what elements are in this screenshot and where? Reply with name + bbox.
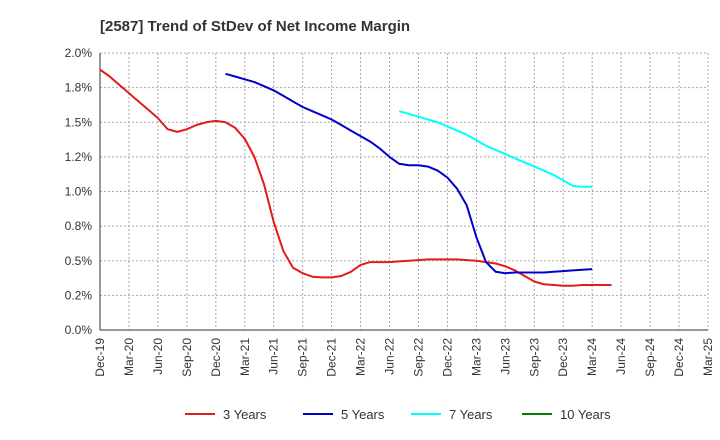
series-group xyxy=(99,68,612,287)
x-tick-label: Jun-21 xyxy=(267,338,281,375)
y-axis: 0.0% 0.2% 0.5% 0.8% 1.0% 1.2% 1.5% 1.8% 2.0% xyxy=(65,46,101,337)
x-tick-label: Mar-24 xyxy=(585,338,599,376)
series-line-1 xyxy=(225,72,593,275)
y-tick-label: 0.5% xyxy=(65,254,93,268)
x-tick-label: Jun-23 xyxy=(498,338,512,375)
x-tick-label: Dec-23 xyxy=(556,338,570,377)
legend-label: 7 Years xyxy=(449,407,493,422)
legend-label: 10 Years xyxy=(560,407,611,422)
x-axis: Dec-19 Mar-20 Jun-20 Sep-20 Dec-20 Mar-21 Jun-… xyxy=(93,329,715,377)
y-tick-label: 1.0% xyxy=(65,185,93,199)
x-tick-label: Jun-24 xyxy=(614,338,628,375)
x-tick-label: Sep-23 xyxy=(527,338,541,377)
x-tick-label: Dec-24 xyxy=(672,338,686,377)
series-line-0 xyxy=(99,68,612,287)
legend: 3 Years 5 Years 7 Years 10 Years xyxy=(185,407,611,422)
y-tick-label: 0.8% xyxy=(65,219,93,233)
x-tick-label: Mar-23 xyxy=(469,338,483,376)
legend-label: 3 Years xyxy=(223,407,267,422)
x-tick-label: Sep-24 xyxy=(643,338,657,377)
x-tick-label: Mar-21 xyxy=(238,338,252,376)
x-tick-label: Mar-25 xyxy=(701,338,715,376)
x-tick-label: Dec-21 xyxy=(325,338,339,377)
x-tick-label: Jun-22 xyxy=(383,338,397,375)
y-tick-label: 1.2% xyxy=(65,150,93,164)
x-tick-label: Dec-19 xyxy=(93,338,107,377)
x-tick-label: Mar-20 xyxy=(122,338,136,376)
y-tick-label: 0.0% xyxy=(65,323,93,337)
series-line-2 xyxy=(398,110,593,188)
x-tick-label: Jun-20 xyxy=(151,338,165,375)
x-tick-label: Dec-20 xyxy=(209,338,223,377)
x-tick-label: Sep-20 xyxy=(180,338,194,377)
grid xyxy=(99,52,709,331)
y-tick-label: 1.8% xyxy=(65,81,93,95)
y-tick-label: 0.2% xyxy=(65,288,93,302)
y-tick-label: 1.5% xyxy=(65,115,93,129)
x-tick-label: Sep-21 xyxy=(296,338,310,377)
chart-title: [2587] Trend of StDev of Net Income Marg… xyxy=(100,18,410,35)
legend-label: 5 Years xyxy=(341,407,385,422)
x-tick-label: Dec-22 xyxy=(440,338,454,377)
y-tick-label: 2.0% xyxy=(65,46,93,60)
x-tick-label: Mar-22 xyxy=(354,338,368,376)
x-tick-label: Sep-22 xyxy=(411,338,425,377)
